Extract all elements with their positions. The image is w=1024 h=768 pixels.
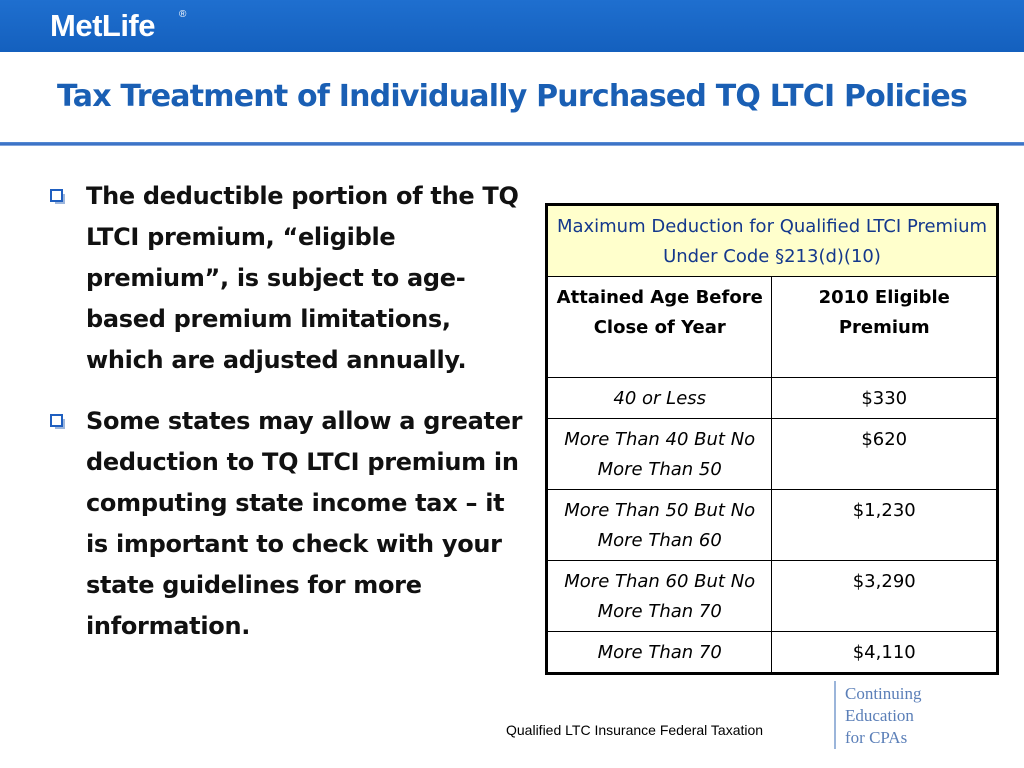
- footer-caption: Qualified LTC Insurance Federal Taxation: [506, 722, 764, 738]
- registered-mark: ®: [179, 9, 187, 20]
- table-row: More Than 60 But No More Than 70 $3,290: [545, 560, 998, 632]
- bullet-item: The deductible portion of the TQ LTCI pr…: [46, 176, 526, 381]
- metlife-logo: MetLife: [50, 8, 156, 43]
- column-header-age: Attained Age Before Close of Year: [545, 276, 773, 378]
- column-header-premium: 2010 Eligible Premium: [771, 276, 998, 378]
- slide-title: Tax Treatment of Individually Purchased …: [56, 79, 968, 114]
- deduction-table: Maximum Deduction for Qualified LTCI Pre…: [545, 203, 999, 675]
- age-cell: More Than 60 But No More Than 70: [545, 560, 773, 632]
- bullet-text: The deductible portion of the TQ LTCI pr…: [86, 182, 519, 374]
- age-cell: More Than 70: [545, 631, 773, 674]
- age-cell: More Than 40 But No More Than 50: [545, 418, 773, 490]
- cpa-line: Education: [845, 706, 914, 725]
- cpa-line: for CPAs: [845, 728, 908, 747]
- cpa-line: Continuing: [845, 684, 922, 703]
- table-caption-row: Maximum Deduction for Qualified LTCI Pre…: [546, 204, 998, 277]
- premium-cell: $620: [771, 418, 998, 490]
- table-caption: Maximum Deduction for Qualified LTCI Pre…: [546, 204, 998, 277]
- premium-cell: $1,230: [771, 489, 998, 561]
- title-divider: [0, 142, 1024, 146]
- table-row: 40 or Less $330: [545, 377, 998, 419]
- premium-cell: $330: [771, 377, 998, 419]
- bullet-item: Some states may allow a greater deductio…: [46, 401, 526, 647]
- header-bar: MetLife ®: [0, 0, 1024, 52]
- hollow-square-bullet-icon: [50, 414, 65, 429]
- table-row: More Than 40 But No More Than 50 $620: [545, 418, 998, 490]
- bullet-list: The deductible portion of the TQ LTCI pr…: [46, 176, 526, 667]
- table-row: More Than 50 But No More Than 60 $1,230: [545, 489, 998, 561]
- premium-cell: $4,110: [771, 631, 998, 674]
- table-row: More Than 70 $4,110: [545, 631, 998, 674]
- age-cell: 40 or Less: [545, 377, 773, 419]
- cpa-logo-text: Continuing Education for CPAs: [845, 683, 1015, 749]
- premium-cell: $3,290: [771, 560, 998, 632]
- age-cell: More Than 50 But No More Than 60: [545, 489, 773, 561]
- table-header-row: Attained Age Before Close of Year 2010 E…: [545, 276, 998, 378]
- cpa-divider: [834, 681, 836, 749]
- hollow-square-bullet-icon: [50, 189, 65, 204]
- bullet-text: Some states may allow a greater deductio…: [86, 407, 523, 640]
